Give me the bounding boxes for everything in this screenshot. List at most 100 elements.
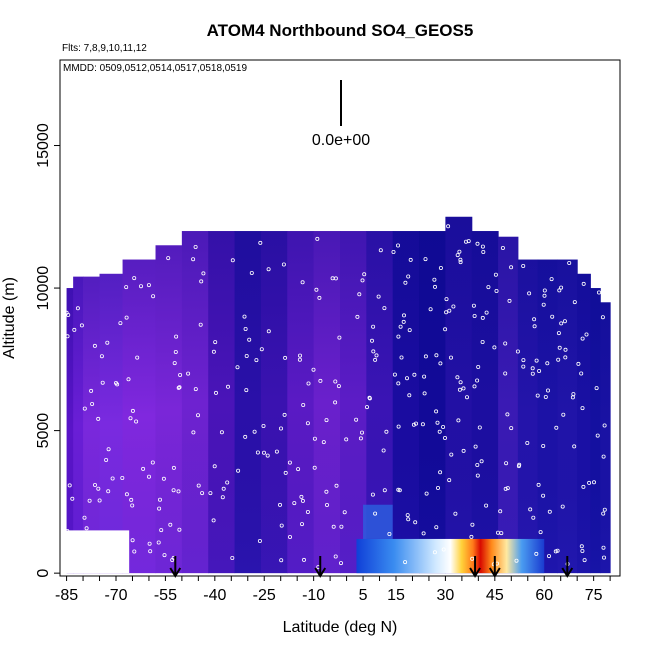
x-axis-label: Latitude (deg N) — [283, 619, 398, 636]
observation-point — [411, 422, 416, 427]
observation-point — [556, 331, 561, 336]
observation-point — [279, 523, 284, 528]
observation-point — [292, 501, 297, 506]
heatmap-column-shade — [122, 259, 157, 574]
observation-point — [493, 272, 498, 277]
observation-point — [396, 334, 401, 339]
observation-point — [457, 387, 462, 392]
observation-point — [186, 371, 191, 376]
observation-point — [134, 419, 139, 424]
observation-point — [166, 256, 171, 261]
heatmap-column-shade — [73, 276, 84, 574]
observation-point — [554, 425, 559, 430]
observation-point — [297, 357, 302, 362]
observation-point — [278, 426, 283, 431]
observation-point — [242, 314, 247, 319]
observation-point — [261, 423, 266, 428]
observation-point — [157, 506, 162, 511]
boundary-layer-plume — [363, 504, 393, 539]
observation-point — [392, 372, 397, 377]
observation-point — [443, 327, 448, 332]
heatmap-column-shade — [99, 273, 124, 574]
observation-point — [235, 365, 240, 370]
observation-point — [301, 557, 306, 562]
observation-point — [220, 495, 225, 500]
observation-point — [247, 337, 252, 342]
heatmap-column-shade — [83, 276, 101, 574]
observation-point — [259, 347, 264, 352]
observation-point — [387, 532, 392, 537]
heatmap-column-shade — [419, 231, 446, 574]
observation-point — [334, 483, 339, 488]
observation-point — [541, 493, 546, 498]
observation-point — [401, 319, 406, 324]
observation-point — [75, 306, 80, 311]
observation-point — [412, 372, 417, 377]
observation-point — [306, 381, 311, 386]
observation-point — [535, 393, 540, 398]
observation-point — [300, 280, 305, 285]
observation-point — [277, 502, 282, 507]
observation-point — [358, 436, 363, 441]
observation-point — [407, 393, 412, 398]
observation-point — [555, 548, 560, 553]
observation-point — [266, 329, 271, 334]
observation-point — [504, 461, 509, 466]
observation-point — [503, 341, 508, 346]
observation-point — [455, 375, 460, 380]
y-tick-label: 0 — [35, 569, 52, 578]
observation-point — [405, 513, 410, 518]
observation-point — [193, 387, 198, 392]
observation-point — [455, 253, 460, 258]
observation-point — [507, 298, 512, 303]
observation-point — [509, 265, 514, 270]
heatmap-column-shade — [445, 216, 473, 574]
observation-point — [211, 349, 216, 354]
observation-point — [274, 449, 279, 454]
observation-point — [130, 503, 135, 508]
observation-point — [124, 315, 129, 320]
observation-point — [177, 527, 182, 532]
observation-point — [446, 224, 451, 229]
observation-point — [132, 549, 137, 554]
observation-point — [87, 498, 92, 503]
heatmap-column-shade — [155, 245, 183, 574]
observation-point — [282, 412, 287, 417]
observation-point — [441, 547, 446, 552]
observation-point — [580, 336, 585, 341]
observation-point — [110, 476, 115, 481]
observation-point — [584, 332, 589, 337]
observation-point — [339, 524, 344, 529]
heatmap-column-shade — [260, 231, 288, 574]
observation-point — [266, 267, 271, 272]
observation-point — [525, 440, 530, 445]
observation-point — [438, 265, 443, 270]
observation-point — [494, 288, 499, 293]
observation-point — [89, 388, 94, 393]
observation-point — [258, 240, 263, 245]
observation-point — [146, 474, 151, 479]
observation-point — [550, 314, 555, 319]
observation-point — [221, 486, 226, 491]
observation-point — [195, 413, 200, 418]
observation-point — [283, 355, 288, 360]
observation-point — [472, 313, 477, 318]
observation-point — [475, 473, 480, 478]
observation-point — [547, 509, 552, 514]
observation-point — [191, 430, 196, 435]
y-tick-label: 5000 — [35, 413, 52, 449]
observation-points — [64, 224, 607, 570]
observation-point — [479, 459, 484, 464]
observation-point — [413, 520, 418, 525]
observation-point — [451, 304, 456, 309]
observation-point — [422, 374, 427, 379]
observation-point — [201, 271, 206, 276]
observation-point — [424, 491, 429, 496]
observation-point — [559, 321, 564, 326]
observation-point — [461, 448, 466, 453]
observation-point — [191, 257, 196, 262]
scale-label: 0.0e+00 — [312, 132, 370, 149]
observation-point — [521, 263, 526, 268]
observation-point — [470, 522, 475, 527]
observation-point — [531, 515, 536, 520]
